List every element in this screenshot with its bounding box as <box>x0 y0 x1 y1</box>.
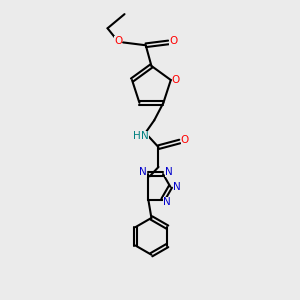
Text: O: O <box>169 36 178 46</box>
Text: N: N <box>141 131 149 141</box>
Text: N: N <box>164 197 171 207</box>
Text: N: N <box>139 167 146 177</box>
Text: H: H <box>134 131 141 141</box>
Text: O: O <box>172 75 180 85</box>
Text: O: O <box>114 36 122 46</box>
Text: O: O <box>181 135 189 145</box>
Text: N: N <box>165 167 172 177</box>
Text: N: N <box>173 182 181 192</box>
